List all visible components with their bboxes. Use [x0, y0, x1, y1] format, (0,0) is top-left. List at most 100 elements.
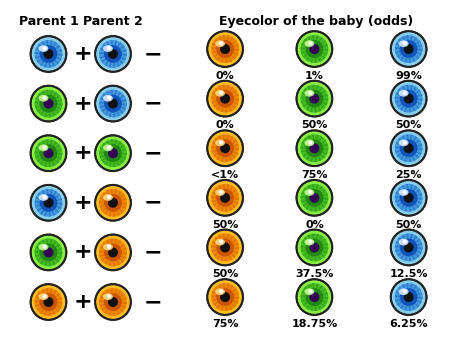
Wedge shape [225, 234, 229, 247]
Wedge shape [314, 87, 323, 99]
Text: 50%: 50% [395, 220, 422, 230]
Wedge shape [113, 140, 117, 153]
Wedge shape [113, 144, 125, 153]
Circle shape [395, 234, 423, 261]
Wedge shape [35, 300, 48, 302]
Wedge shape [225, 184, 229, 198]
Wedge shape [395, 295, 409, 297]
Wedge shape [106, 190, 113, 203]
Circle shape [308, 91, 313, 95]
Ellipse shape [304, 90, 314, 97]
Circle shape [395, 35, 423, 63]
Wedge shape [113, 293, 125, 302]
Circle shape [391, 230, 427, 265]
Wedge shape [113, 54, 120, 67]
Wedge shape [409, 148, 416, 161]
Wedge shape [106, 140, 113, 153]
Wedge shape [44, 302, 48, 316]
Wedge shape [42, 140, 48, 153]
Wedge shape [301, 297, 314, 302]
Wedge shape [213, 247, 225, 256]
Wedge shape [225, 297, 232, 310]
Wedge shape [409, 94, 422, 99]
Circle shape [308, 140, 313, 144]
Wedge shape [218, 284, 225, 297]
Circle shape [35, 239, 63, 266]
Circle shape [402, 190, 407, 194]
Ellipse shape [38, 45, 48, 52]
Ellipse shape [38, 144, 48, 151]
Wedge shape [314, 186, 323, 198]
Wedge shape [409, 49, 419, 59]
Circle shape [216, 189, 234, 207]
Wedge shape [409, 184, 413, 198]
Wedge shape [314, 139, 326, 148]
Wedge shape [48, 54, 51, 68]
Circle shape [308, 41, 313, 45]
Wedge shape [214, 88, 225, 99]
Wedge shape [397, 247, 409, 256]
Wedge shape [409, 148, 423, 150]
Wedge shape [225, 94, 239, 99]
Wedge shape [225, 85, 229, 99]
Wedge shape [40, 252, 48, 264]
Circle shape [301, 234, 328, 261]
Wedge shape [100, 196, 113, 203]
Wedge shape [223, 184, 225, 198]
Wedge shape [48, 104, 55, 116]
Wedge shape [225, 87, 234, 99]
Wedge shape [225, 90, 237, 99]
Ellipse shape [399, 288, 409, 295]
Wedge shape [409, 49, 423, 51]
Wedge shape [314, 99, 321, 111]
Text: 0%: 0% [216, 71, 235, 81]
Text: 18.75%: 18.75% [291, 319, 337, 329]
Wedge shape [225, 148, 236, 159]
Wedge shape [36, 147, 48, 153]
Wedge shape [406, 234, 409, 247]
Text: −: − [143, 44, 162, 64]
Wedge shape [113, 104, 120, 116]
Circle shape [297, 130, 332, 166]
Wedge shape [314, 198, 328, 200]
Wedge shape [225, 235, 234, 247]
Wedge shape [223, 283, 225, 297]
Wedge shape [306, 99, 314, 111]
Wedge shape [100, 104, 113, 108]
Wedge shape [306, 148, 314, 160]
Wedge shape [409, 247, 419, 258]
Circle shape [107, 245, 111, 249]
Wedge shape [109, 54, 113, 68]
Wedge shape [44, 252, 48, 266]
Circle shape [211, 35, 239, 63]
Wedge shape [113, 252, 120, 265]
Wedge shape [409, 49, 422, 55]
Circle shape [31, 235, 66, 270]
Wedge shape [395, 198, 409, 203]
Wedge shape [409, 234, 413, 247]
Wedge shape [395, 47, 409, 49]
Wedge shape [404, 99, 409, 112]
Wedge shape [225, 143, 239, 148]
Circle shape [301, 35, 328, 63]
Wedge shape [213, 99, 225, 108]
Circle shape [95, 185, 131, 221]
Circle shape [35, 189, 63, 217]
Wedge shape [225, 44, 239, 49]
Ellipse shape [215, 189, 225, 196]
Wedge shape [314, 247, 328, 254]
Wedge shape [225, 239, 237, 247]
Wedge shape [225, 49, 232, 62]
Wedge shape [395, 148, 409, 153]
Wedge shape [100, 97, 113, 104]
Circle shape [31, 86, 66, 121]
Wedge shape [304, 187, 314, 198]
Wedge shape [310, 99, 314, 112]
Wedge shape [314, 234, 319, 247]
Ellipse shape [103, 244, 113, 250]
Wedge shape [397, 297, 409, 306]
Wedge shape [409, 87, 417, 99]
Wedge shape [113, 148, 127, 153]
Wedge shape [312, 184, 314, 198]
Wedge shape [35, 251, 48, 252]
